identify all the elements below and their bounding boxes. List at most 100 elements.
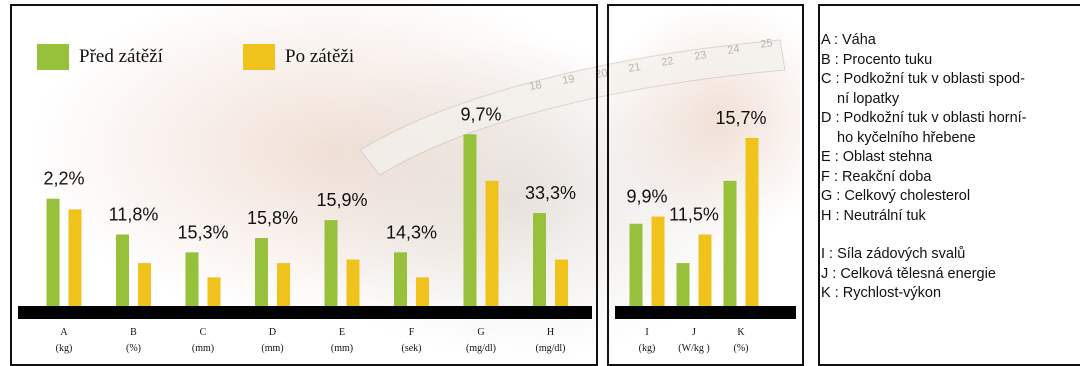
change-label-K: 15,7%: [715, 108, 766, 128]
key-item-line: J : Celková tělesná energie: [821, 265, 996, 282]
key-item: D : Podkožní tuk v oblasti horní-ho kyče…: [821, 109, 1076, 148]
category-label-J: J: [692, 327, 696, 338]
change-label-D: 15,8%: [247, 208, 298, 228]
category-label-E: E: [339, 327, 345, 338]
key-item-line: I : Síla zádových svalů: [821, 246, 966, 262]
bar-before-F: [394, 252, 407, 306]
bar-after-D: [277, 263, 290, 306]
change-label-H: 33,3%: [525, 183, 576, 203]
tape-number: 18: [528, 79, 542, 93]
key-item-line: B : Procento tuku: [821, 51, 933, 68]
change-label-J: 11,5%: [669, 204, 719, 224]
key-item-line: H : Neutrální tuk: [821, 207, 926, 224]
abbreviation-key: A : Váha B : Procento tuku C : Podkožní tu…: [821, 31, 1076, 304]
bar-before-A: [46, 198, 60, 306]
chart-panel-middle: [607, 4, 804, 366]
tape-number: 19: [561, 73, 575, 87]
legend-before-label: Před zátěží: [79, 46, 163, 67]
change-label-I: 9,9%: [626, 187, 667, 207]
key-item-line: ho kyčelního hřebene: [837, 129, 976, 146]
key-item-line: G : Celkový cholesterol: [821, 188, 971, 204]
tape-number: 24: [726, 43, 740, 57]
unit-label-C: (mm): [192, 343, 214, 354]
change-label-C: 15,3%: [177, 222, 228, 242]
key-item-line: E : Oblast stehna: [821, 149, 933, 165]
bar-after-K: [745, 137, 759, 306]
change-label-A: 2,2%: [43, 169, 84, 189]
key-item: C : Podkožní tuk v oblasti spod-ní lopat…: [821, 70, 1076, 109]
change-label-E: 15,9%: [316, 190, 367, 210]
bar-after-J: [698, 234, 712, 306]
key-item-line: C : Podkožní tuk v oblasti spod-: [821, 71, 1025, 87]
legend-after: Po zátěži: [243, 44, 354, 70]
legend-before-swatch: [37, 44, 69, 70]
bar-after-C: [207, 277, 221, 306]
bar-before-K: [723, 180, 737, 306]
unit-label-B: (%): [126, 343, 141, 354]
change-label-B: 11,8%: [109, 204, 159, 224]
bar-before-I: [629, 223, 643, 306]
unit-label-H: (mg/dl): [536, 343, 566, 354]
bar-after-H: [555, 259, 568, 306]
category-label-G: G: [477, 327, 484, 338]
x-axis-band: [18, 306, 592, 319]
key-item: H : Neutrální tuk: [821, 207, 1076, 227]
tape-number: 21: [627, 61, 641, 75]
legend-before: Před zátěží: [37, 44, 163, 70]
bar-after-E: [346, 259, 360, 306]
tape-number: 25: [759, 37, 773, 51]
unit-label-D: (mm): [261, 343, 283, 354]
bar-before-B: [116, 234, 129, 306]
change-label-G: 9,7%: [460, 104, 501, 124]
legend-after-label: Po zátěži: [285, 46, 355, 67]
category-label-K: K: [737, 327, 745, 338]
tape-number: 22: [660, 55, 674, 69]
unit-label-G: (mg/dl): [466, 343, 496, 354]
bar-before-C: [185, 252, 199, 306]
tape-number: 23: [693, 49, 707, 63]
key-item-line: F : Reakční doba: [821, 168, 932, 185]
unit-label-E: (mm): [331, 343, 353, 354]
key-item: B : Procento tuku: [821, 51, 1076, 71]
legend-after-swatch: [243, 44, 275, 70]
key-item-line: A : Váha: [821, 32, 876, 48]
key-item-line: K : Rychlost-výkon: [821, 285, 942, 301]
unit-label-F: (sek): [402, 343, 422, 354]
category-label-F: F: [409, 327, 415, 338]
key-item-line: ní lopatky: [837, 90, 900, 107]
key-panel: [818, 4, 1080, 366]
unit-label-K: (%): [734, 343, 749, 354]
bar-before-D: [255, 238, 268, 306]
key-item: G : Celkový cholesterol: [821, 187, 1076, 207]
bar-before-H: [533, 213, 546, 306]
chart-group-1: 2,2% A (kg) 11,8% B (%) 15,3% C (mm) 15,8% D (mm) 15…: [18, 104, 592, 354]
x-axis-band: [615, 306, 796, 319]
bar-after-A: [68, 209, 82, 306]
key-item: F : Reakční doba: [821, 168, 1076, 188]
unit-label-I: (kg): [639, 343, 656, 354]
key-item: J : Celková tělesná energie: [821, 265, 1076, 285]
bar-before-E: [324, 220, 338, 306]
chart-group-2: 9,9% I (kg) 11,5% J (W/kg ) 15,7% K (%): [615, 108, 796, 354]
category-label-B: B: [130, 327, 137, 338]
category-label-H: H: [547, 327, 554, 338]
bar-before-J: [676, 263, 690, 306]
unit-label-J: (W/kg ): [678, 343, 709, 354]
unit-label-A: (kg): [56, 343, 73, 354]
category-label-I: I: [645, 327, 648, 338]
category-label-A: A: [60, 327, 68, 338]
key-item: E : Oblast stehna: [821, 148, 1076, 168]
chart-panel-left: [10, 4, 598, 366]
bar-after-G: [485, 180, 499, 306]
change-label-F: 14,3%: [386, 222, 437, 242]
key-item: K : Rychlost-výkon: [821, 284, 1076, 304]
key-item: A : Váha: [821, 31, 1076, 51]
bar-after-B: [138, 263, 151, 306]
category-label-D: D: [269, 327, 276, 338]
bar-before-G: [463, 134, 477, 306]
bar-after-F: [416, 277, 429, 306]
key-item-line: D : Podkožní tuk v oblasti horní-: [821, 110, 1027, 126]
category-label-C: C: [200, 327, 207, 338]
bar-after-I: [651, 216, 665, 306]
